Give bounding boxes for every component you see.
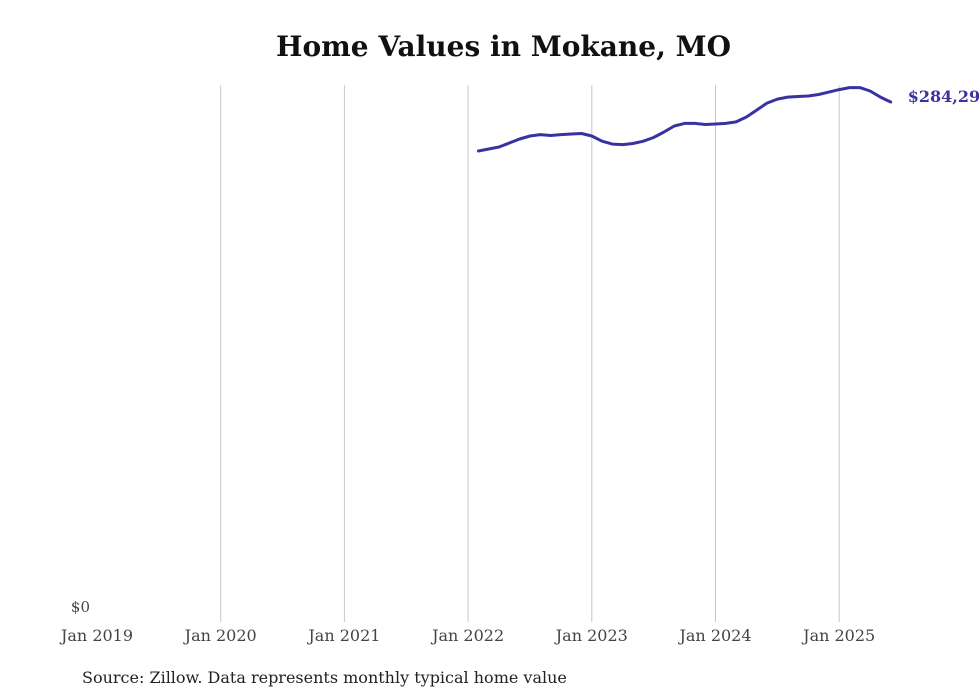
end-value-label: $284,290 <box>908 87 980 106</box>
series-line <box>476 86 893 153</box>
x-tick-label: Jan 2021 <box>306 626 380 645</box>
x-tick-label: Jan 2020 <box>183 626 257 645</box>
chart-title: Home Values in Mokane, MO <box>276 30 731 63</box>
source-note: Source: Zillow. Data represents monthly … <box>82 668 567 687</box>
y-tick-label: $0 <box>71 598 90 616</box>
x-tick-label: Jan 2024 <box>677 626 751 645</box>
x-tick-label: Jan 2023 <box>554 626 628 645</box>
x-tick-label: Jan 2019 <box>59 626 133 645</box>
x-tick-label: Jan 2022 <box>430 626 504 645</box>
x-tick-label: Jan 2025 <box>801 626 875 645</box>
